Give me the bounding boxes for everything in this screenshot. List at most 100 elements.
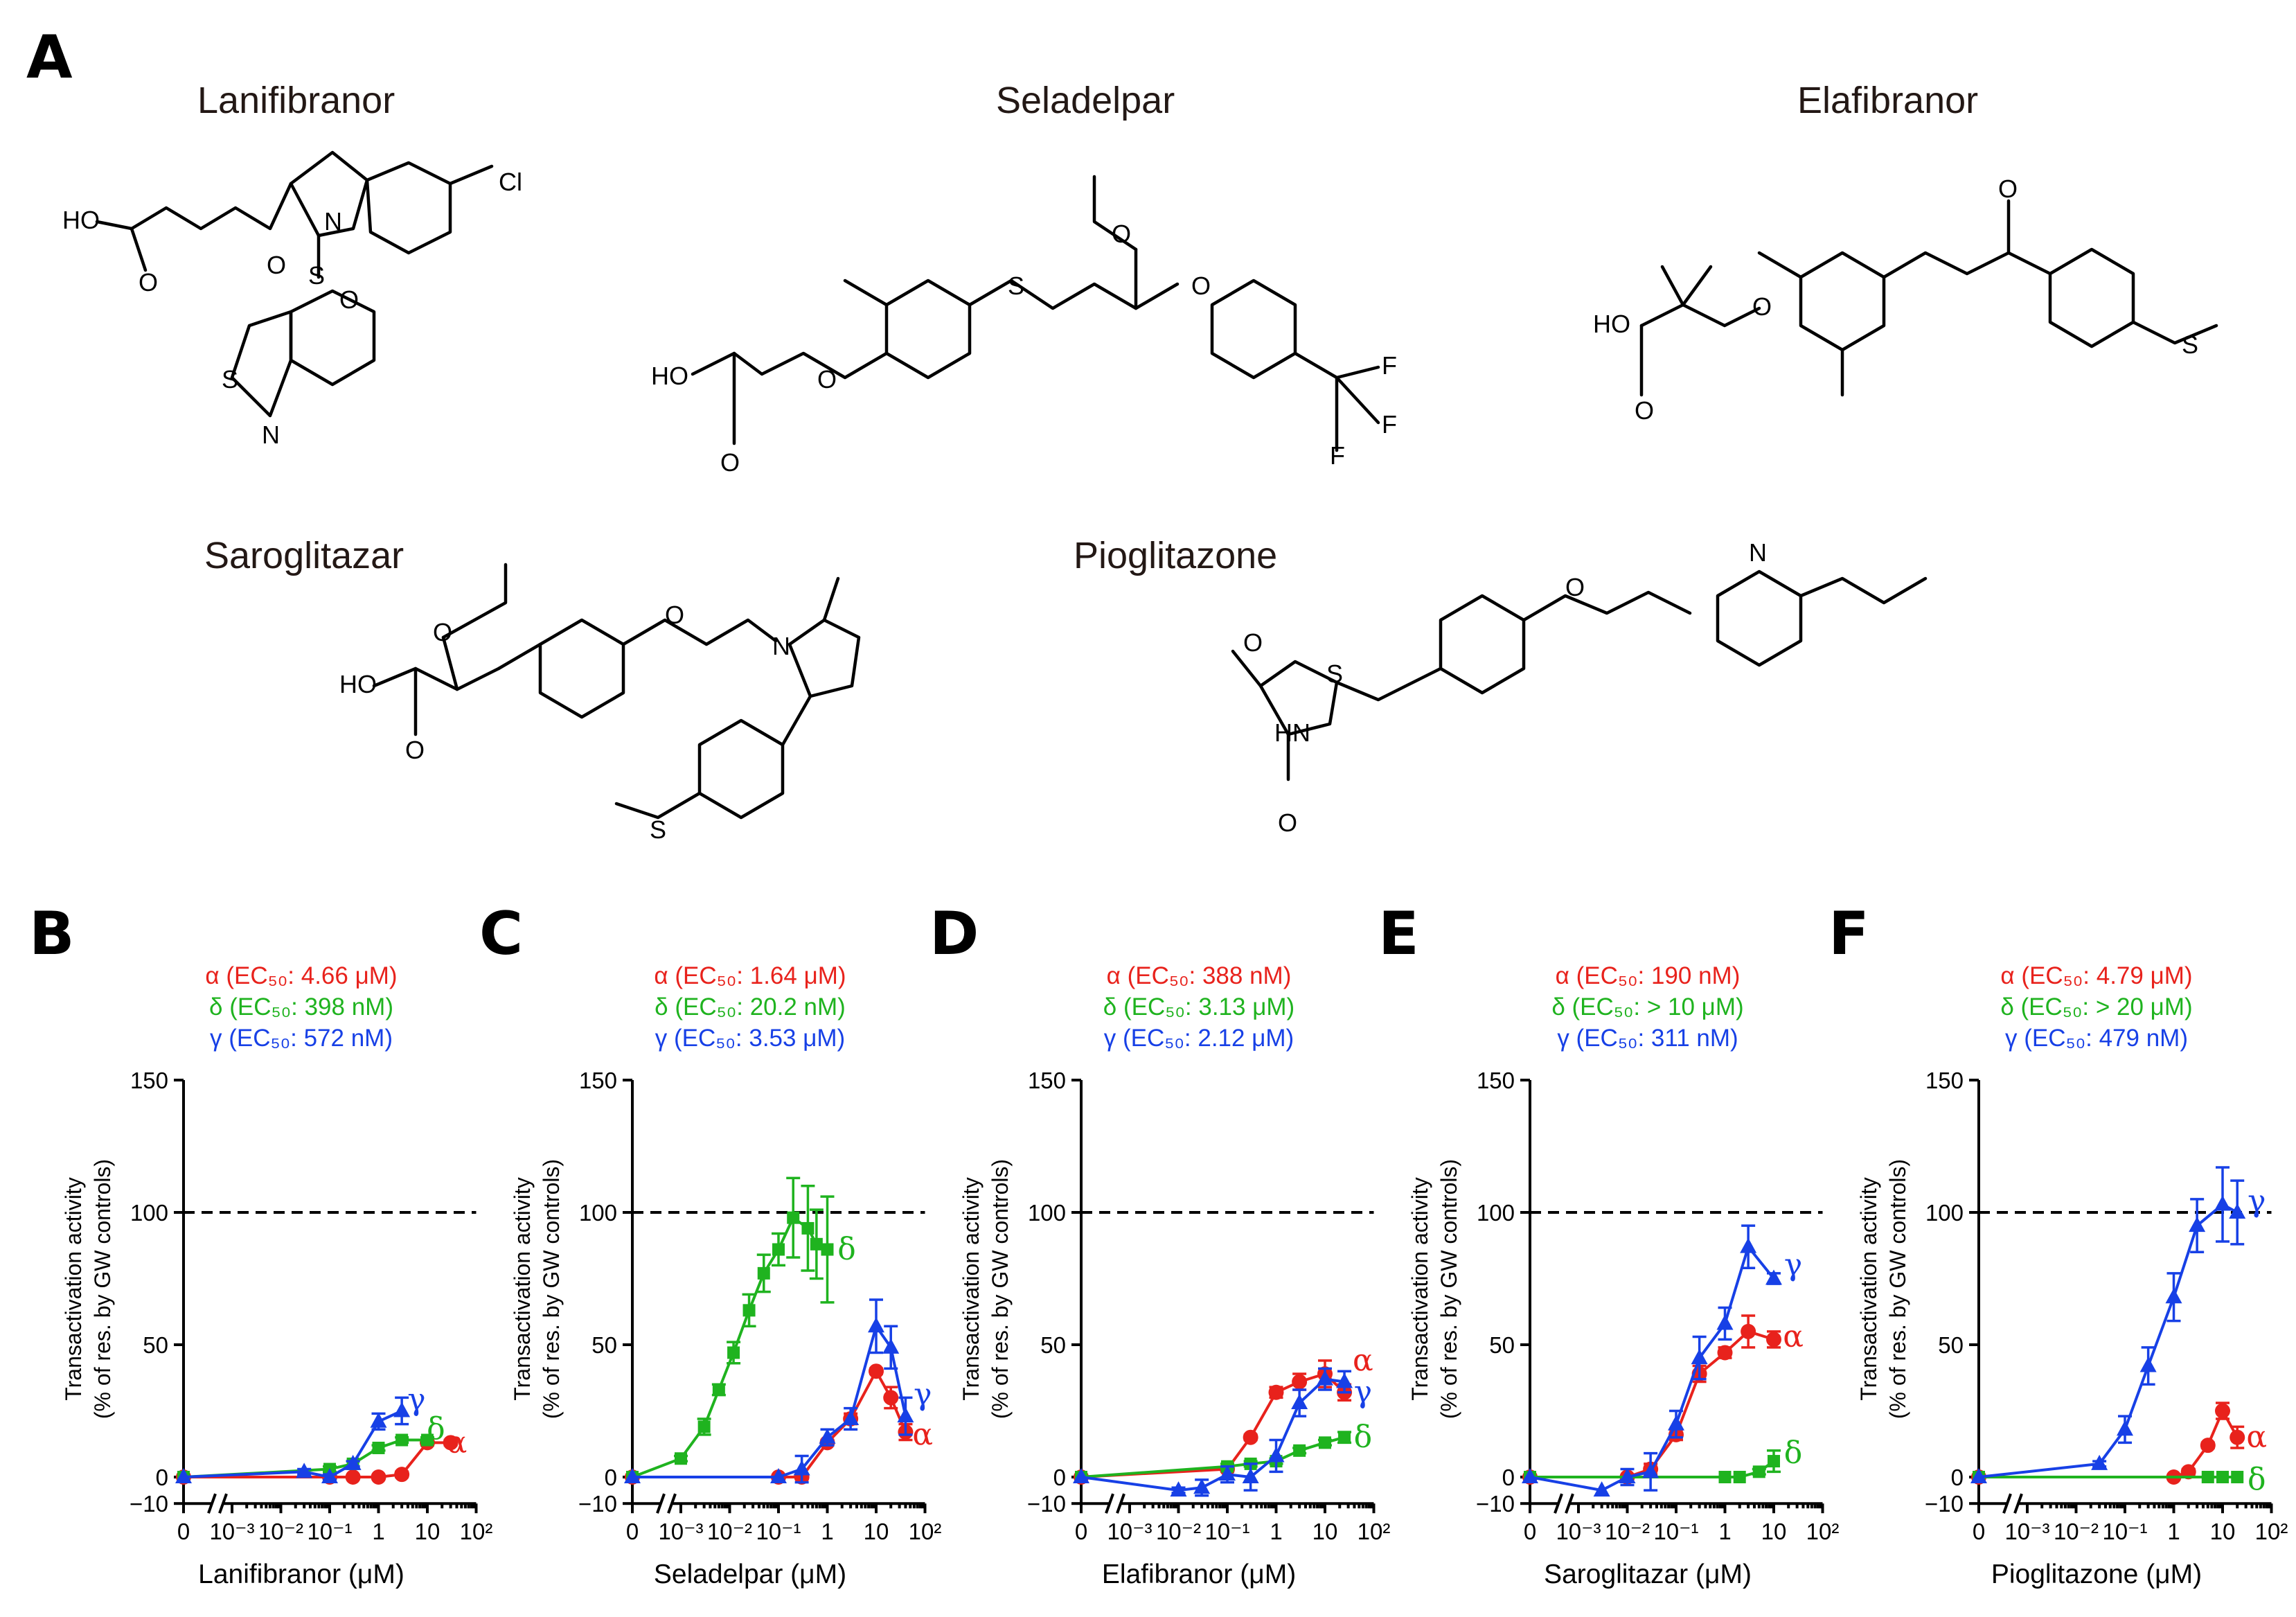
x-tick-label: 10² <box>460 1519 493 1544</box>
data-point-alpha <box>1268 1384 1284 1400</box>
atom-o: O <box>1635 396 1654 425</box>
data-point-delta <box>810 1237 823 1251</box>
series-label-delta: δ <box>1784 1435 1803 1471</box>
atom-o: O <box>1998 175 2018 203</box>
data-point-delta <box>2231 1471 2244 1483</box>
x-tick-label: 10⁻² <box>1605 1519 1650 1544</box>
ec50-delta: δ (EC₅₀: 20.2 nM) <box>655 993 846 1020</box>
x-tick-label: 10⁻³ <box>209 1519 254 1544</box>
series-label-alpha: α <box>447 1424 468 1460</box>
data-point-alpha <box>1741 1323 1756 1339</box>
ec50-delta: δ (EC₅₀: > 20 μM) <box>2000 993 2192 1020</box>
y-tick-label: 50 <box>1489 1332 1515 1358</box>
y-axis-title-line: (% of res. by GW controls) <box>1885 1159 1910 1419</box>
ec50-gamma: γ (EC₅₀: 311 nM) <box>1557 1025 1738 1052</box>
x-axis-label: Elafibranor (μM) <box>1102 1559 1296 1589</box>
panel-label-c: C <box>479 899 524 969</box>
ec50-delta: δ (EC₅₀: > 10 μM) <box>1551 993 1743 1020</box>
x-tick-label: 0 <box>1973 1519 1985 1544</box>
series-line-alpha <box>184 1441 451 1478</box>
data-point-gamma <box>2229 1203 2246 1219</box>
data-point-delta <box>787 1211 800 1224</box>
y-axis-title-line: Transactivation activity <box>959 1177 984 1400</box>
axis-break <box>2002 1493 2012 1514</box>
series-label-gamma: γ <box>914 1377 932 1413</box>
y-axis-title-line: (% of res. by GW controls) <box>988 1159 1013 1419</box>
y-axis-title-line: Transactivation activity <box>1856 1177 1881 1400</box>
ec50-gamma: γ (EC₅₀: 2.12 μM) <box>1104 1025 1294 1052</box>
data-point-gamma <box>1593 1481 1610 1497</box>
data-point-gamma <box>2139 1357 2157 1372</box>
structure-name-pioglitazone: Pioglitazone <box>1074 535 1278 576</box>
ec50-alpha: α (EC₅₀: 4.66 μM) <box>205 962 397 989</box>
ec50-alpha: α (EC₅₀: 1.64 μM) <box>654 962 846 989</box>
atom-s: S <box>1326 660 1343 688</box>
y-tick-label: 150 <box>579 1068 617 1093</box>
data-point-delta <box>712 1383 725 1396</box>
y-tick-label: 0 <box>1502 1465 1515 1490</box>
series-label-gamma: γ <box>407 1382 425 1417</box>
data-point-gamma <box>1219 1465 1236 1481</box>
x-tick-label: 10⁻² <box>1156 1519 1201 1544</box>
data-point-delta <box>395 1433 409 1447</box>
chart-B: α (EC₅₀: 4.66 μM) δ (EC₅₀: 398 nM) γ (EC₅₀… <box>61 962 492 1589</box>
y-tick-label: 0 <box>1951 1465 1964 1490</box>
y-tick-label: −10 <box>1925 1491 1964 1517</box>
y-tick-label: −10 <box>1027 1491 1066 1517</box>
data-point-gamma <box>1740 1237 1757 1253</box>
chemical-structures: HO O N S O O Cl S N HO O O S O O F F F <box>62 150 2218 844</box>
data-point-gamma <box>819 1428 836 1444</box>
atom-o: O <box>339 285 359 314</box>
axis-break <box>207 1493 217 1514</box>
data-point-gamma <box>624 1468 641 1483</box>
series-line-gamma <box>632 1323 907 1478</box>
axis-break <box>656 1493 666 1514</box>
x-tick-label: 0 <box>177 1519 190 1544</box>
y-tick-label: 150 <box>1477 1068 1515 1093</box>
y-tick-label: 150 <box>130 1068 168 1093</box>
data-point-alpha <box>394 1467 410 1483</box>
data-point-alpha <box>2200 1438 2216 1453</box>
y-axis-title: Transactivation activity (% of res. by GW… <box>1407 1159 1461 1419</box>
data-point-gamma <box>1336 1372 1353 1388</box>
data-point-delta <box>675 1452 687 1465</box>
data-point-alpha <box>1243 1429 1258 1445</box>
y-axis-title: Transactivation activity (% of res. by GW… <box>510 1159 564 1419</box>
y-axis-title: Transactivation activity (% of res. by GW… <box>1856 1159 1910 1419</box>
x-tick-label: 10⁻³ <box>1107 1519 1152 1544</box>
data-point-delta <box>727 1346 740 1359</box>
structure-name-elafibranor: Elafibranor <box>1797 80 1979 121</box>
x-tick-label: 10² <box>909 1519 942 1544</box>
series-label-delta: δ <box>427 1411 445 1447</box>
data-point-delta <box>742 1304 756 1317</box>
atom-n: N <box>1749 538 1767 567</box>
atom-n: N <box>772 632 790 660</box>
panel-label-f: F <box>1828 899 1869 969</box>
data-point-gamma <box>175 1468 192 1483</box>
structure-elafibranor: HO O O O S <box>1593 175 2218 425</box>
y-tick-label: 100 <box>1028 1200 1066 1226</box>
data-point-gamma <box>842 1409 860 1425</box>
data-point-gamma <box>344 1454 362 1470</box>
y-tick-label: 150 <box>1925 1068 1964 1093</box>
data-point-delta <box>801 1221 815 1235</box>
atom-o: O <box>1243 628 1263 657</box>
data-point-alpha <box>345 1469 361 1485</box>
atom-f: F <box>1382 351 1397 380</box>
series-label-alpha: α <box>2246 1420 2267 1455</box>
atom-s: S <box>650 815 666 844</box>
axis-break <box>1105 1493 1114 1514</box>
x-axis-label: Pioglitazone (μM) <box>1991 1559 2202 1589</box>
x-tick-label: 10⁻¹ <box>2102 1519 2147 1544</box>
ec50-alpha: α (EC₅₀: 4.79 μM) <box>2000 962 2192 989</box>
atom-o: O <box>1565 573 1585 601</box>
data-point-gamma <box>2165 1288 2182 1304</box>
data-point-alpha <box>2215 1403 2230 1419</box>
series-label-gamma: γ <box>2248 1184 2266 1219</box>
data-point-gamma <box>868 1317 884 1333</box>
data-point-gamma <box>882 1338 900 1354</box>
data-point-gamma <box>2214 1195 2231 1211</box>
ec50-gamma: γ (EC₅₀: 479 nM) <box>2005 1025 2188 1052</box>
y-axis-title-line: (% of res. by GW controls) <box>90 1159 115 1419</box>
data-point-alpha <box>2180 1464 2196 1480</box>
